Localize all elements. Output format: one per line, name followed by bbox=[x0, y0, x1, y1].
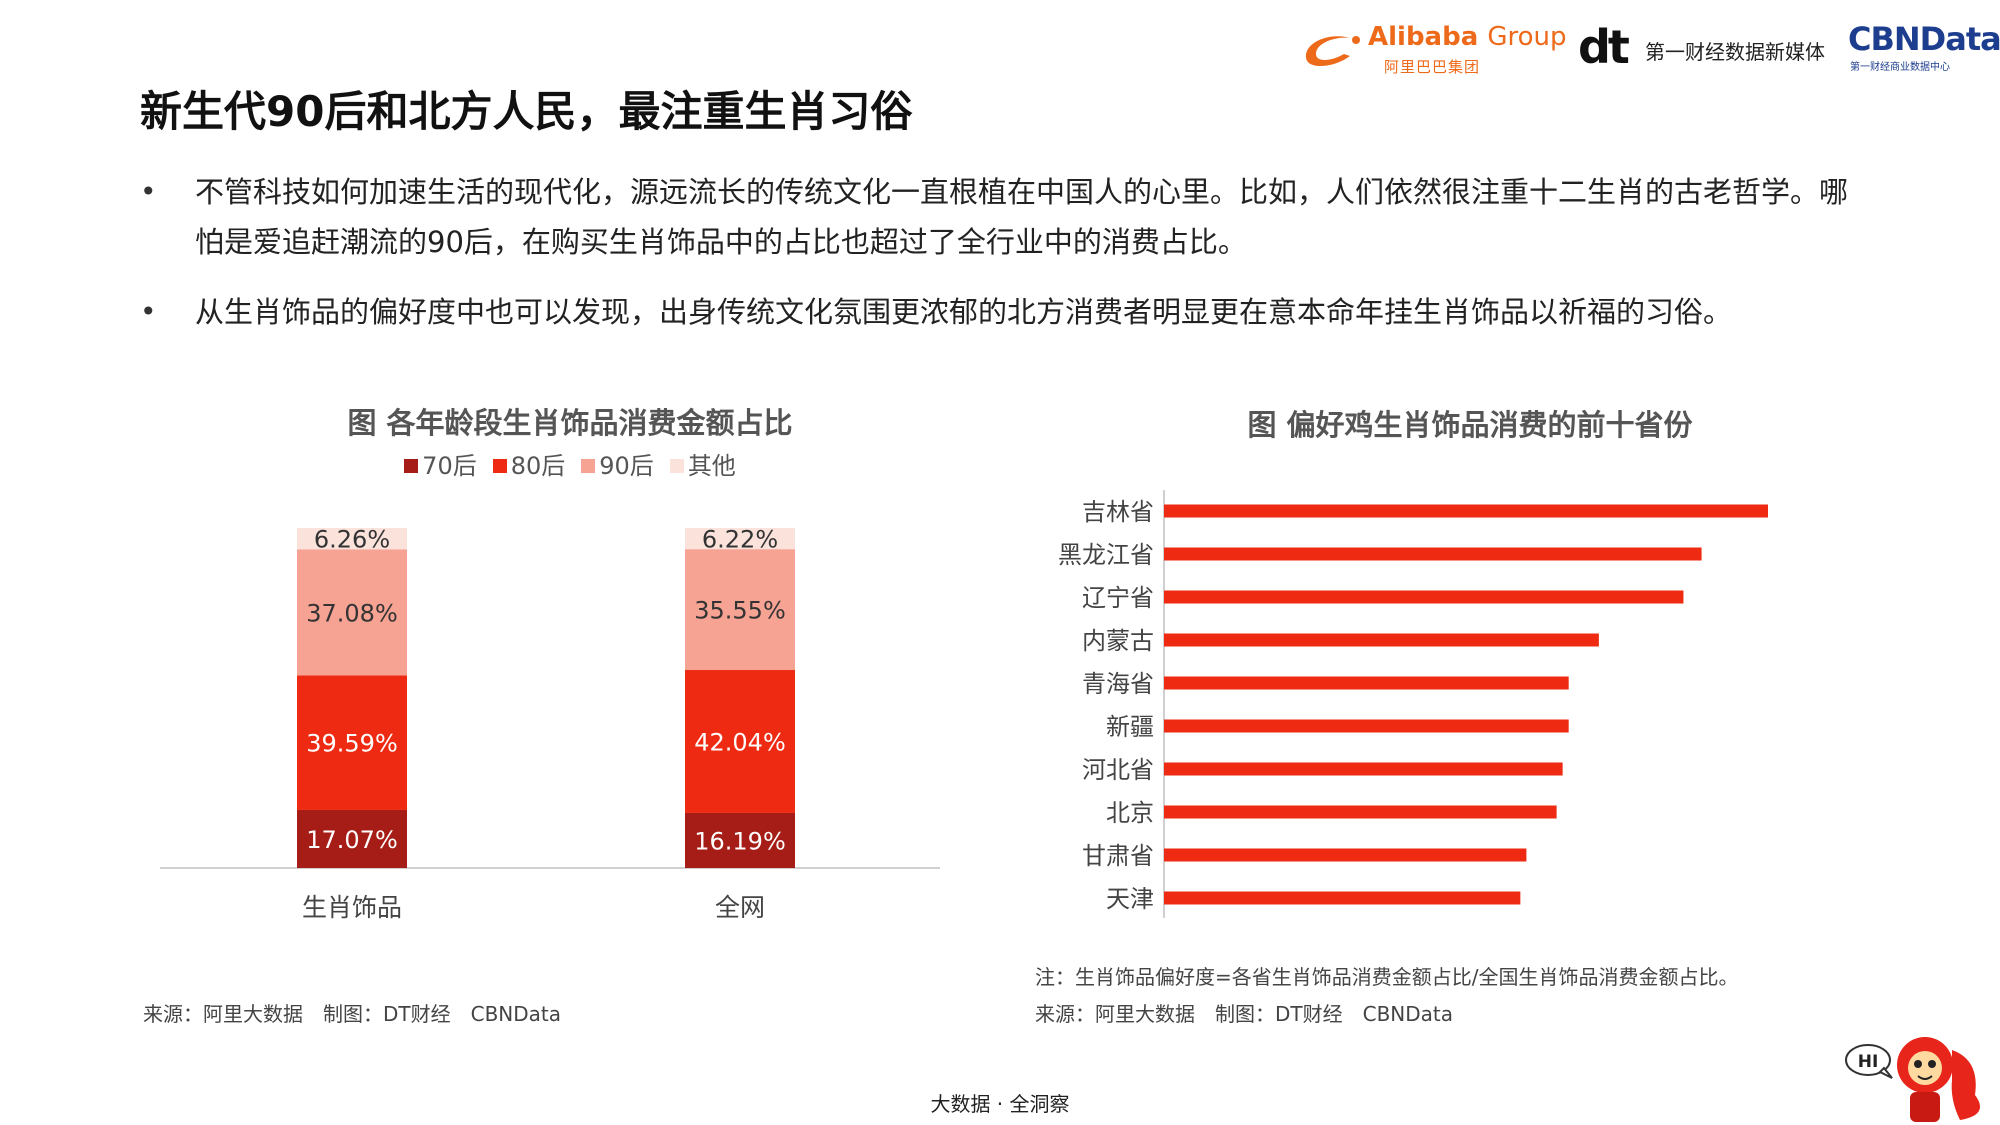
legend-swatch bbox=[404, 459, 419, 473]
y-tick-label: 北京 bbox=[1106, 799, 1154, 827]
y-tick-label: 甘肃省 bbox=[1082, 842, 1154, 870]
source-note-left: 来源：阿里大数据 制图：DT财经 CBNData bbox=[143, 1002, 562, 1026]
bar-segment bbox=[685, 528, 795, 550]
data-label: 37.08% bbox=[306, 599, 398, 627]
bar-segment bbox=[297, 675, 407, 810]
province-bar bbox=[1164, 504, 1768, 518]
y-tick-label: 辽宁省 bbox=[1082, 584, 1154, 612]
stacked-bar-chart: 17.07% 39.59% 37.08% 6.26% 生肖饰品 16.19% 42.04% 3… bbox=[160, 526, 940, 922]
left-chart-legend: 70后 80后 90后 其他 bbox=[140, 446, 1000, 481]
legend-item: 其他 bbox=[669, 446, 736, 481]
legend-label: 其他 bbox=[687, 452, 736, 480]
logo-bar: Alibaba Group 阿里巴巴集团 dt 第一财经数据新媒体 CBNDat… bbox=[1300, 18, 2000, 78]
data-label: 6.22% bbox=[702, 526, 778, 554]
y-tick-label: 河北省 bbox=[1082, 756, 1154, 784]
source-note-right: 来源：阿里大数据 制图：DT财经 CBNData bbox=[1035, 1002, 1454, 1026]
province-bar bbox=[1164, 547, 1702, 561]
page-title: 新生代90后和北方人民，最注重生肖习俗 bbox=[140, 87, 913, 136]
left-chart-title: 图 各年龄段生肖饰品消费金额占比 bbox=[347, 406, 793, 440]
legend-swatch bbox=[492, 459, 507, 473]
footer-slogan: 大数据 · 全洞察 bbox=[930, 1092, 1070, 1116]
bullet-item: • 不管科技如何加速生活的现代化，源远流长的传统文化一直根植在中国人的心里。比如… bbox=[140, 167, 1860, 267]
x-tick-label: 全网 bbox=[715, 893, 765, 922]
data-label: 39.59% bbox=[306, 730, 398, 758]
data-label: 42.04% bbox=[694, 728, 786, 756]
bullet-marker: • bbox=[140, 295, 157, 328]
bar-segment bbox=[297, 528, 407, 550]
data-label: 35.55% bbox=[694, 597, 786, 625]
legend-label: 80后 bbox=[510, 452, 566, 480]
bullet-text: 不管科技如何加速生活的现代化，源远流长的传统文化一直根植在中国人的心里。比如，人… bbox=[195, 175, 1849, 259]
mascot-greeting: HI bbox=[1858, 1052, 1879, 1072]
bar-segment bbox=[685, 549, 795, 671]
province-bar bbox=[1164, 719, 1569, 733]
legend-label: 70后 bbox=[422, 452, 477, 480]
legend-item: 70后 bbox=[404, 446, 477, 481]
province-bar bbox=[1164, 633, 1599, 647]
province-bar bbox=[1164, 676, 1569, 690]
bullet-text: 从生肖饰品的偏好度中也可以发现，出身传统文化氛围更浓郁的北方消费者明显更在意本命… bbox=[195, 295, 1733, 329]
y-tick-label: 吉林省 bbox=[1082, 498, 1154, 526]
province-bar bbox=[1164, 848, 1527, 862]
legend-item: 90后 bbox=[581, 446, 654, 481]
province-bar bbox=[1164, 762, 1563, 776]
cbndata-subtitle: 第一财经商业数据中心 bbox=[1850, 62, 1950, 73]
legend-swatch bbox=[669, 459, 684, 473]
legend-item: 80后 bbox=[492, 446, 566, 481]
alibaba-logo-icon bbox=[1305, 36, 1360, 67]
data-label: 16.19% bbox=[694, 827, 786, 855]
data-label: 6.26% bbox=[314, 526, 390, 554]
bullet-marker: • bbox=[140, 175, 157, 208]
y-tick-label: 天津 bbox=[1106, 885, 1154, 913]
y-tick-label: 新疆 bbox=[1106, 713, 1154, 741]
bullet-item: • 从生肖饰品的偏好度中也可以发现，出身传统文化氛围更浓郁的北方消费者明显更在意… bbox=[140, 287, 1860, 337]
dt-media-name: 第一财经数据新媒体 bbox=[1645, 40, 1825, 64]
bar-segment bbox=[297, 549, 407, 676]
y-tick-label: 内蒙古 bbox=[1082, 627, 1154, 655]
alibaba-cn-name: 阿里巴巴集团 bbox=[1384, 58, 1481, 76]
alibaba-name: Alibaba Group bbox=[1368, 22, 1567, 52]
province-bar bbox=[1164, 891, 1521, 905]
right-chart-title: 图 偏好鸡生肖饰品消费的前十省份 bbox=[1247, 408, 1693, 442]
cbndata-logo: CBNData bbox=[1848, 20, 2000, 58]
y-tick-label: 黑龙江省 bbox=[1058, 541, 1154, 569]
bar-segment bbox=[297, 809, 407, 868]
legend-swatch bbox=[581, 459, 596, 473]
lion-mascot-icon: HI bbox=[1845, 1037, 1980, 1122]
data-label: 17.07% bbox=[306, 826, 398, 854]
x-tick-label: 生肖饰品 bbox=[302, 893, 402, 922]
formula-note: 注：生肖饰品偏好度=各省生肖饰品消费金额占比/全国生肖饰品消费金额占比。 bbox=[1035, 965, 1739, 989]
province-bar bbox=[1164, 805, 1557, 819]
bar-segment bbox=[685, 670, 795, 813]
y-tick-label: 青海省 bbox=[1082, 670, 1154, 698]
dt-logo: dt bbox=[1578, 20, 1630, 74]
province-bar bbox=[1164, 590, 1684, 604]
legend-label: 90后 bbox=[599, 452, 654, 480]
bar-segment bbox=[685, 812, 795, 868]
